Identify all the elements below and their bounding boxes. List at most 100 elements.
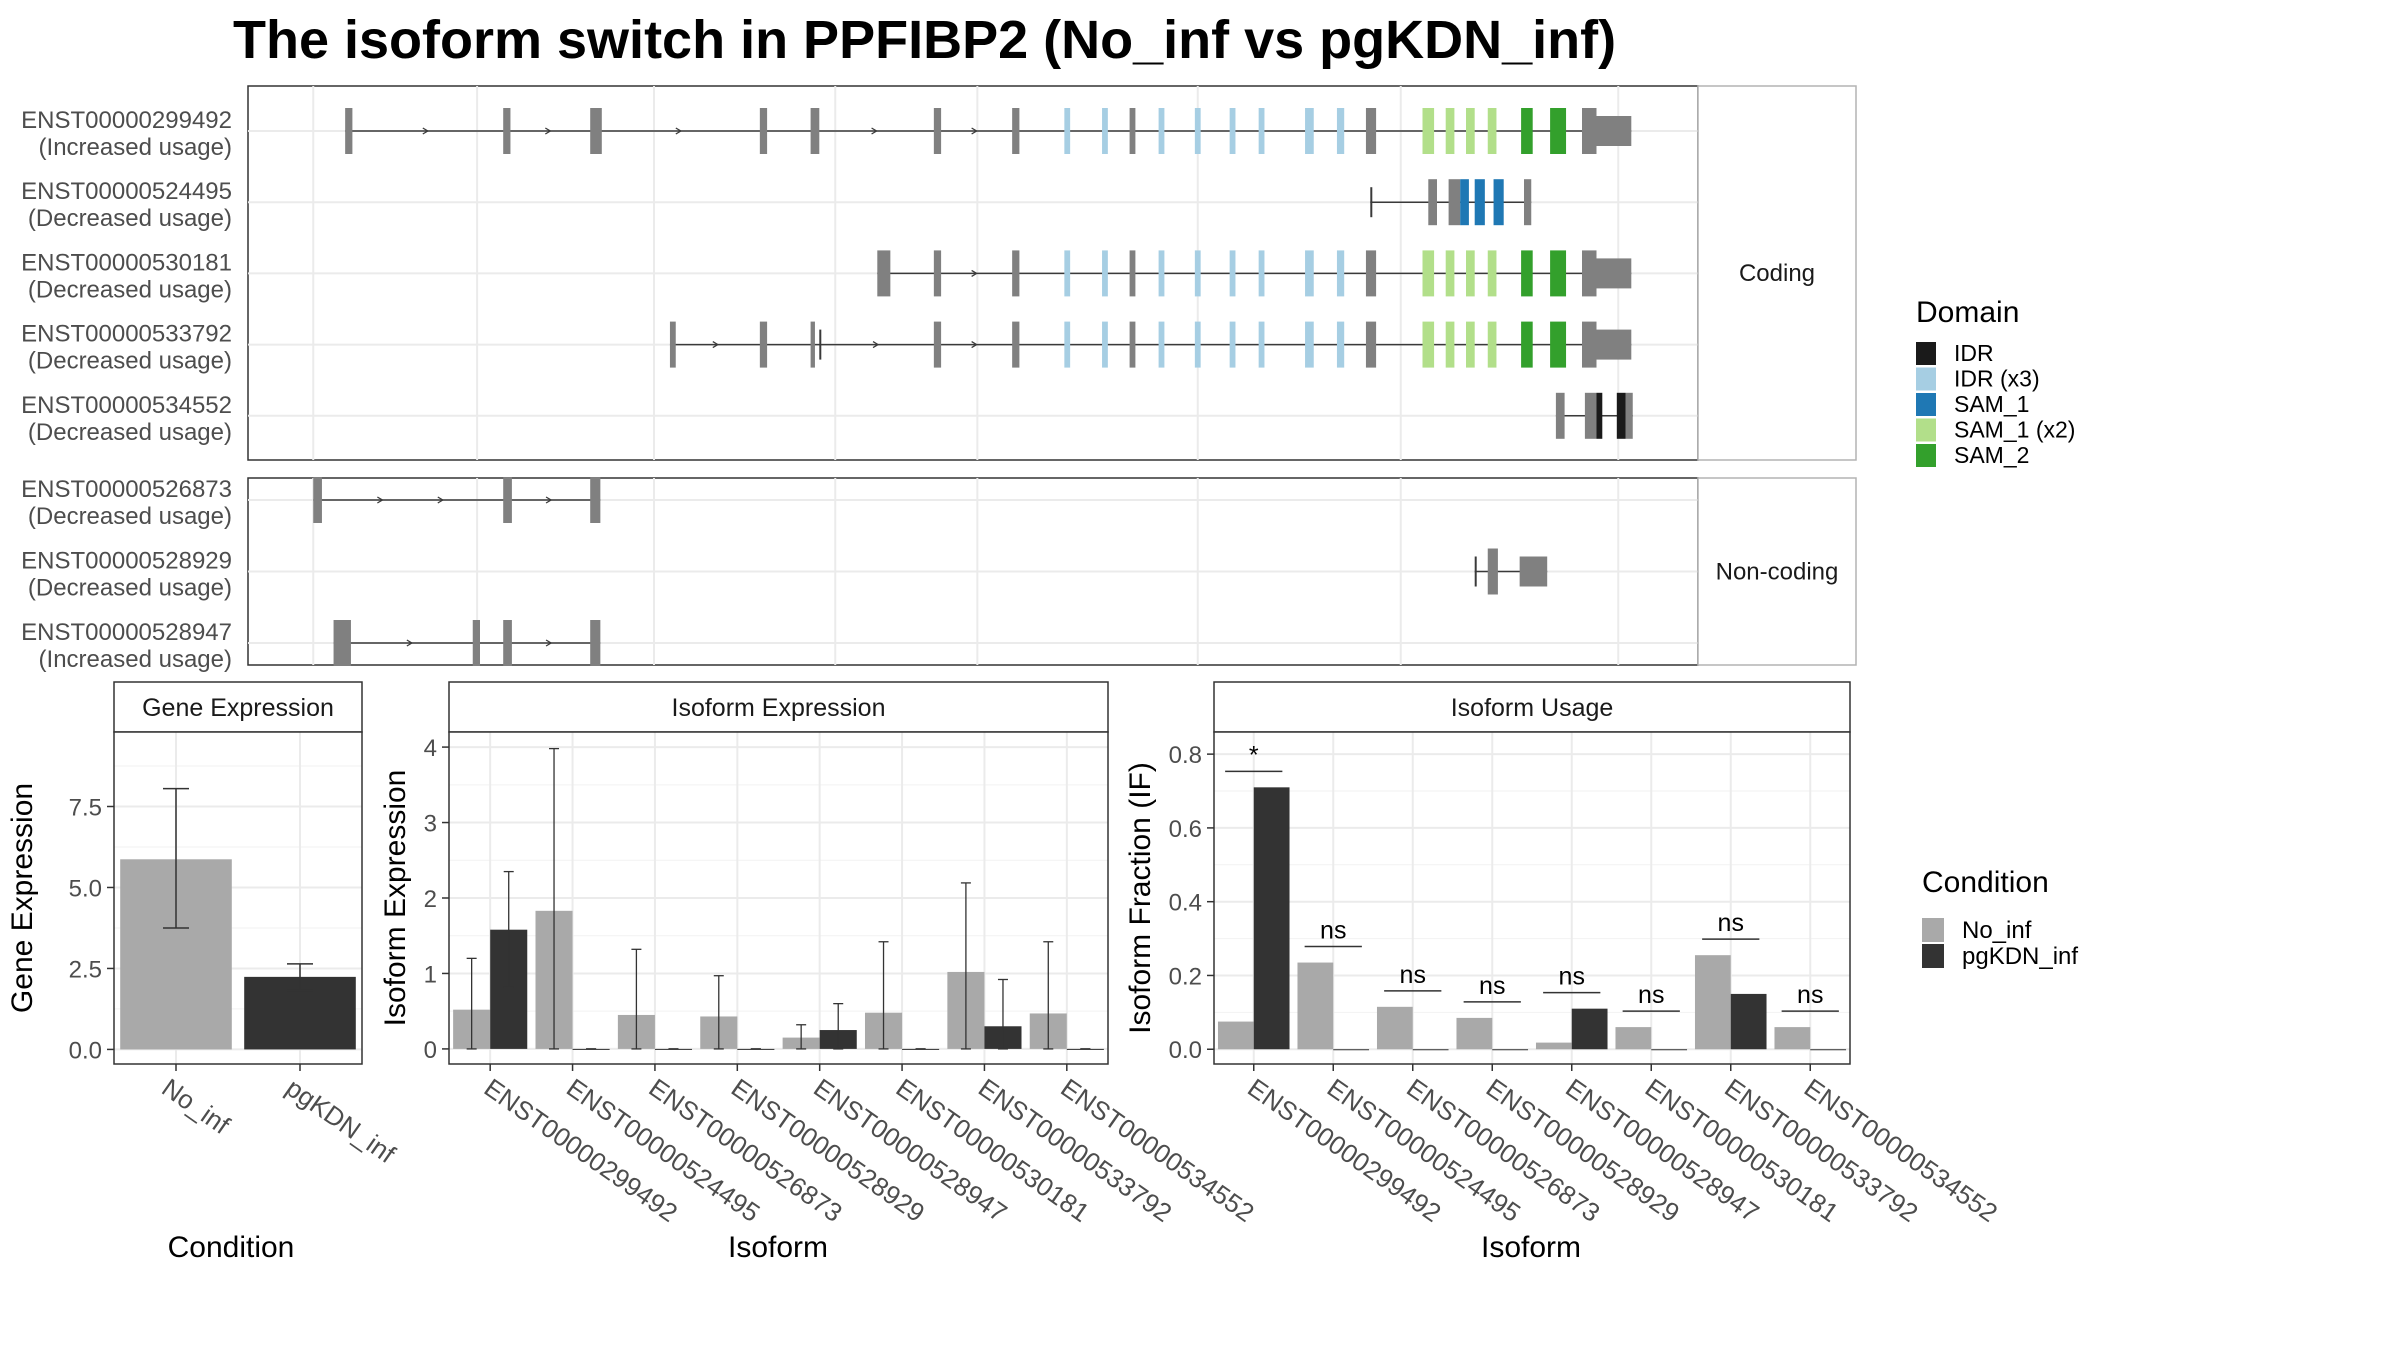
exon-domain-idr3 [1194,250,1201,297]
facet-label: Coding [1739,260,1815,287]
bar-No_inf-ENST00000534552 [1774,1027,1811,1050]
exon [877,250,891,297]
exon [1596,116,1632,146]
chart-strip [113,681,363,733]
exon-domain-sam12 [1466,108,1475,154]
transcript-ENST00000528929: ENST00000528929(Decreased usage) [21,548,1548,602]
intron-direction-arrow [871,127,878,135]
error-bar [163,787,189,929]
condition-legend-label: pgKDN_inf [1962,943,2078,970]
exon-domain-sam12 [1422,108,1435,154]
intron-direction-arrow [971,269,978,277]
transcript-id-label: ENST00000528929 [21,548,232,575]
y-tick-label: 0.2 [1169,963,1202,990]
transcript-ENST00000530181: ENST00000530181(Decreased usage) [21,249,1632,303]
exon-domain-sam1 [1474,179,1485,226]
bar-pgKDN_inf-ENST00000524495 [1333,1049,1370,1051]
exon-domain-sam12 [1466,321,1475,368]
y-tick-label: 0.8 [1169,742,1202,769]
x-tick-label: pgKDN_inf [281,1072,402,1169]
figure-title: The isoform switch in PPFIBP2 (No_inf vs… [233,10,1616,70]
transcript-id-label: ENST00000533792 [21,321,232,348]
transcript-ENST00000528947: ENST00000528947(Increased usage) [21,619,601,673]
exon [472,620,480,666]
exon-domain-idr3 [1229,250,1236,297]
intron-direction-arrow [545,496,553,504]
exon [1129,321,1136,368]
transcript-ENST00000299492: ENST00000299492(Increased usage) [21,107,1632,161]
exon [669,321,676,368]
bar-No_inf-ENST00000526873 [1376,1006,1413,1050]
y-tick-label: 0.0 [69,1037,102,1064]
transcript-usage-label: (Decreased usage) [28,348,232,375]
transcript-usage-label: (Decreased usage) [28,276,232,303]
transcript-usage-label: (Decreased usage) [28,419,232,446]
exon [1582,321,1597,368]
error-bar [466,957,477,1050]
exon-domain-idr3 [1064,321,1071,368]
exon-domain-sam12 [1487,108,1497,154]
chart-2: Isoform Usage 0.0 0.2 0.4 0.6 0.8 * ns ns ns ns ns n… [1124,681,2003,1264]
transcript-usage-label: (Increased usage) [39,134,232,161]
significance-label: ns [1638,981,1664,1009]
exon-domain-sam1 [1460,179,1469,226]
exon-domain-idr3 [1229,321,1236,368]
x-tick-label: No_inf [157,1072,236,1140]
facet-label: Non-coding [1716,559,1839,586]
exon [810,108,820,154]
exon-domain-idr3 [1194,321,1201,368]
exon [1012,321,1020,368]
exon [590,108,602,154]
exon [1519,556,1548,587]
exon [933,108,942,154]
chart-bars [453,747,1104,1050]
domain-legend-label: SAM_1 (x2) [1954,417,2075,443]
exon [933,321,942,368]
y-tick-label: 0 [424,1037,437,1064]
exon-domain-sam12 [1445,321,1455,368]
intron-direction-arrow [544,127,552,135]
exon [1582,108,1597,154]
transcript-id-label: ENST00000526873 [21,476,232,503]
intron-direction-arrow [545,639,553,647]
exon [333,620,351,666]
exon-domain-idr [1596,392,1603,439]
exon-domain-sam2 [1550,108,1567,154]
exon [345,108,353,154]
intron-direction-arrow [872,341,880,349]
intron-direction-arrow [377,496,384,504]
exon [1365,108,1377,154]
exon [1448,179,1461,226]
transcript-usage-label: (Decreased usage) [28,205,232,232]
y-tick-label: 0.6 [1169,816,1202,843]
chart-border [1213,731,1851,1065]
exon [1129,250,1136,297]
intron-direction-arrow [971,341,978,349]
exon [1596,329,1632,360]
exon-domain-idr3 [1258,108,1265,154]
chart-title: Isoform Expression [672,694,886,722]
transcript-id-label: ENST00000299492 [21,107,232,134]
exon-domain-idr3 [1258,250,1265,297]
exon-domain-sam12 [1445,250,1455,297]
exon-domain-idr3 [1336,108,1345,154]
exon-domain-idr [1616,392,1626,439]
domain-legend-key [1916,418,1936,442]
exon-domain-sam12 [1487,250,1497,297]
exon [590,477,601,523]
domain-legend-title: Domain [1916,296,2019,329]
condition-legend-label: No_inf [1962,917,2032,944]
y-axis-title: Isoform Fraction (IF) [1124,762,1157,1034]
y-axis-title: Gene Expression [6,783,39,1013]
exon-domain-idr3 [1158,250,1165,297]
exon-domain-idr3 [1064,108,1071,154]
expression-charts: Gene Expression 0.0 2.5 5.0 7.5 No_inf pgKDN_i… [6,681,2003,1264]
exon [1474,556,1477,587]
exon-domain-idr3 [1229,108,1236,154]
exon-domain-idr3 [1258,321,1265,368]
bar-pgKDN_inf-ENST00000528947 [1571,1008,1608,1050]
transcript-ENST00000524495: ENST00000524495(Decreased usage) [21,178,1532,232]
domain-legend-label: IDR (x3) [1954,366,2040,392]
